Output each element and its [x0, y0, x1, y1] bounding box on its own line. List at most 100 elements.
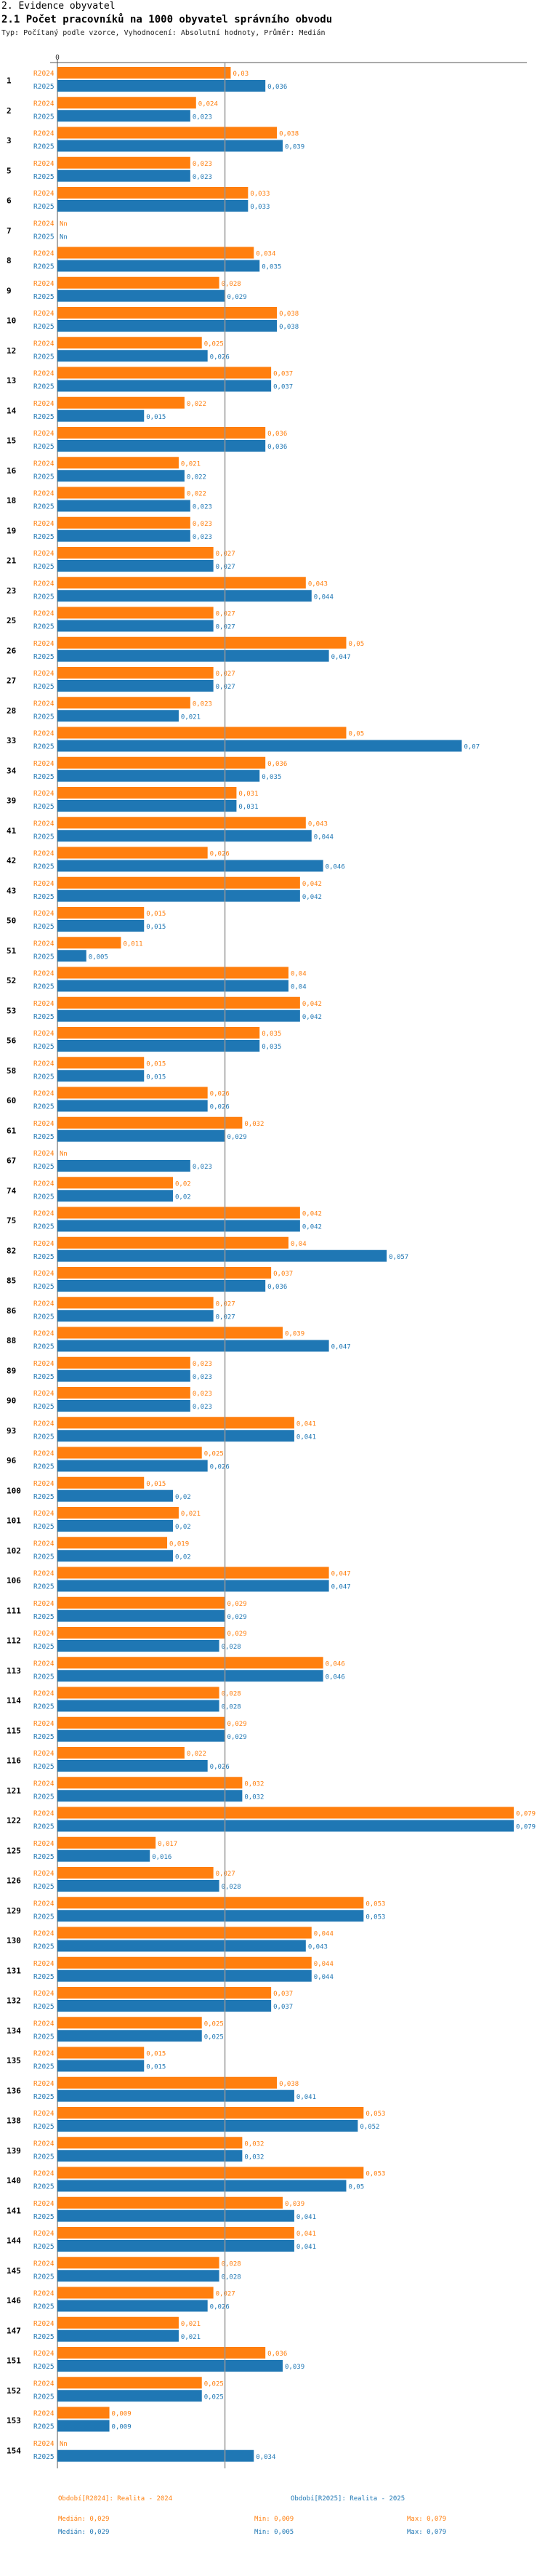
bar-r2025 [57, 470, 185, 482]
data-label: 0,07 [464, 744, 480, 751]
x-tick-label: 0 [55, 54, 60, 62]
series-label-r2025: R2025 [33, 2423, 54, 2431]
category-label: 2 [7, 106, 12, 116]
category-label: 1 [7, 76, 12, 86]
bar-r2024 [57, 1716, 225, 1729]
series-label-r2024: R2024 [33, 130, 54, 138]
bar-r2025 [57, 560, 214, 572]
category-label: 86 [7, 1306, 17, 1316]
data-label: 0,023 [193, 504, 212, 511]
data-label: 0,036 [267, 444, 287, 451]
section-heading: 2. Evidence obyvatel [1, 1, 116, 12]
bar-r2024 [57, 876, 300, 889]
bar-r2024 [57, 1417, 294, 1429]
series-label-r2025: R2025 [33, 1043, 54, 1051]
series-label-r2025: R2025 [33, 1133, 54, 1141]
legend-r2024-median: Medián: 0,029 [58, 2516, 109, 2523]
series-label-r2024: R2024 [33, 2170, 54, 2178]
series-label-r2024: R2024 [33, 220, 54, 228]
series-label-r2024: R2024 [33, 2410, 54, 2418]
data-label: 0,033 [250, 204, 270, 211]
bar-r2024 [57, 1567, 329, 1579]
bar-r2024 [57, 1956, 312, 1969]
bar-r2024 [57, 1207, 300, 1219]
category-label: 21 [7, 556, 17, 566]
data-label: 0,026 [210, 1464, 230, 1471]
series-label-r2024: R2024 [33, 1510, 54, 1518]
series-label-r2025: R2025 [33, 173, 54, 181]
data-label: 0,036 [267, 431, 287, 438]
data-label: 0,021 [181, 1511, 201, 1518]
data-label: 0,039 [285, 2364, 304, 2371]
bar-r2025 [57, 800, 237, 812]
series-label-r2024: R2024 [33, 1030, 54, 1038]
series-label-r2024: R2024 [33, 2050, 54, 2058]
category-label: 135 [7, 2056, 21, 2065]
series-label-r2025: R2025 [33, 383, 54, 391]
series-label-r2025: R2025 [33, 1673, 54, 1681]
data-label: 0,029 [227, 1631, 247, 1638]
series-label-r2024: R2024 [33, 1990, 54, 1998]
legend-r2024-max: Max: 0,079 [407, 2516, 446, 2523]
data-label: 0,05 [348, 2184, 364, 2191]
bar-r2024 [57, 1356, 190, 1369]
bar-r2025 [57, 2000, 272, 2012]
bar-r2024 [57, 2137, 243, 2149]
bar-r2025 [57, 1820, 514, 1832]
bar-r2025 [57, 1940, 306, 1952]
data-label: 0,023 [193, 1404, 212, 1411]
data-label: 0,039 [285, 2201, 304, 2208]
data-label: 0,036 [267, 84, 287, 91]
category-label: 153 [7, 2416, 21, 2425]
data-label: 0,015 [146, 911, 166, 918]
data-label: 0,025 [204, 2393, 224, 2401]
bar-r2025 [57, 1400, 190, 1412]
data-label: 0,053 [366, 2171, 385, 2178]
series-label-r2025: R2025 [33, 2363, 54, 2371]
bar-r2025 [57, 1249, 387, 1262]
bar-r2025 [57, 1760, 208, 1772]
bar-r2025 [57, 889, 300, 902]
category-label: 122 [7, 1816, 21, 1825]
category-label: 89 [7, 1366, 16, 1375]
series-label-r2025: R2025 [33, 1583, 54, 1591]
series-label-r2025: R2025 [33, 773, 54, 781]
data-label: 0,032 [244, 1780, 264, 1788]
bar-r2024 [57, 577, 306, 589]
data-label: 0,015 [146, 414, 166, 421]
category-label: 14 [7, 406, 17, 415]
bar-r2025 [57, 860, 323, 872]
series-label-r2024: R2024 [33, 1750, 54, 1758]
category-label: 39 [7, 796, 16, 806]
bar-r2025 [57, 289, 225, 302]
series-label-r2024: R2024 [33, 1300, 54, 1308]
data-label: 0,043 [308, 1944, 328, 1951]
series-label-r2024: R2024 [33, 2140, 54, 2148]
bar-r2025 [57, 2329, 179, 2342]
bar-r2024 [57, 727, 347, 739]
bar-r2025 [57, 2390, 202, 2402]
category-label: 90 [7, 1396, 16, 1406]
category-label: 130 [7, 1936, 21, 1945]
data-label: 0,038 [279, 311, 299, 318]
series-label-r2024: R2024 [33, 2260, 54, 2268]
bar-r2024 [57, 1657, 323, 1669]
data-label: 0,047 [331, 654, 351, 661]
data-label: 0,031 [238, 791, 258, 798]
series-label-r2025: R2025 [33, 1283, 54, 1291]
series-label-r2024: R2024 [33, 2350, 54, 2358]
data-label: 0,043 [308, 820, 328, 828]
bar-r2024 [57, 2047, 145, 2059]
data-label: 0,035 [262, 774, 281, 781]
series-label-r2025: R2025 [33, 293, 54, 301]
bar-r2025 [57, 1070, 145, 1082]
series-label-r2025: R2025 [33, 743, 54, 751]
category-label: 52 [7, 976, 16, 985]
series-label-r2024: R2024 [33, 730, 54, 738]
legend-r2024-title: Období[R2024]: Realita - 2024 [58, 2495, 172, 2503]
bar-r2025 [57, 1310, 214, 1322]
data-label: 0,015 [146, 2064, 166, 2071]
series-label-r2024: R2024 [33, 1480, 54, 1488]
data-label: 0,011 [123, 940, 142, 948]
data-label: 0,039 [285, 144, 304, 151]
